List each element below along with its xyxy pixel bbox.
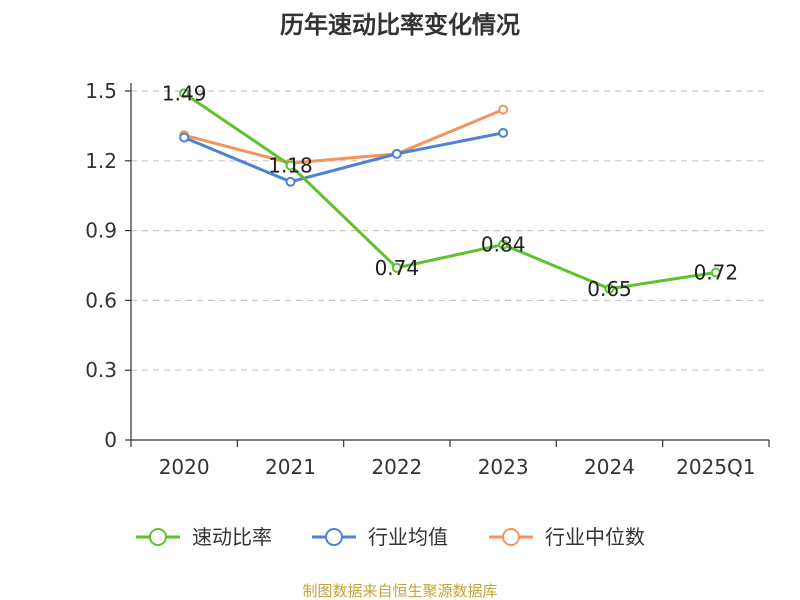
y-tick-label: 0.3 [85, 358, 117, 382]
data-labels: 1.49 1.18 0.74 0.84 0.65 0.72 [162, 81, 738, 300]
x-tick-label: 2024 [584, 455, 635, 479]
series-速动比率 [179, 88, 721, 294]
data-point [604, 283, 615, 294]
y-tick-label: 0 [104, 428, 117, 452]
legend-label: 行业中位数 [545, 525, 645, 549]
legend-label: 行业均值 [368, 525, 448, 549]
data-point [179, 132, 190, 143]
legend-marker [325, 528, 343, 546]
x-tick-label: 2020 [159, 455, 210, 479]
data-label: 0.74 [375, 256, 420, 280]
x-tick-label: 2023 [478, 455, 529, 479]
legend-marker [149, 528, 167, 546]
series-line [183, 108, 504, 165]
x-tick-label: 2025Q1 [676, 455, 755, 479]
series-行业中位数 [179, 104, 509, 169]
series-行业均值 [179, 127, 509, 187]
data-label: 0.72 [694, 260, 739, 284]
data-point [710, 267, 721, 278]
series-line [183, 92, 717, 291]
data-label: 1.18 [268, 153, 313, 177]
data-point [391, 262, 402, 273]
legend: 速动比率 行业均值 行业中位数 [136, 525, 645, 549]
data-label: 0.65 [587, 277, 632, 301]
x-tick-label: 2022 [371, 455, 422, 479]
series-layer [179, 88, 721, 294]
data-label: 0.84 [481, 233, 526, 257]
data-label: 1.49 [162, 81, 207, 105]
data-point [498, 104, 509, 115]
grid-lines [131, 90, 769, 371]
data-point [285, 160, 296, 171]
y-tick-label: 0.9 [85, 219, 117, 243]
x-tick-label: 2021 [265, 455, 316, 479]
legend-item: 速动比率 [136, 525, 272, 549]
series-line [183, 131, 504, 184]
y-tick-label: 0.6 [85, 288, 117, 312]
chart-title: 历年速动比率变化情况 [280, 11, 520, 39]
legend-label: 速动比率 [192, 525, 272, 549]
data-point [179, 88, 190, 99]
data-point [498, 127, 509, 138]
source-note: 制图数据来自恒生聚源数据库 [302, 582, 497, 600]
data-point [498, 239, 509, 250]
data-point [391, 148, 402, 159]
y-tick-label: 1.2 [85, 149, 117, 173]
legend-item: 行业中位数 [489, 525, 645, 549]
y-tick-label: 1.5 [85, 79, 117, 103]
legend-marker [502, 528, 520, 546]
data-point [285, 176, 296, 187]
axes: 0 0.3 0.6 0.9 1.2 1.5 2020 2021 2022 2023 2024 2025… [85, 79, 770, 479]
legend-item: 行业均值 [312, 525, 448, 549]
